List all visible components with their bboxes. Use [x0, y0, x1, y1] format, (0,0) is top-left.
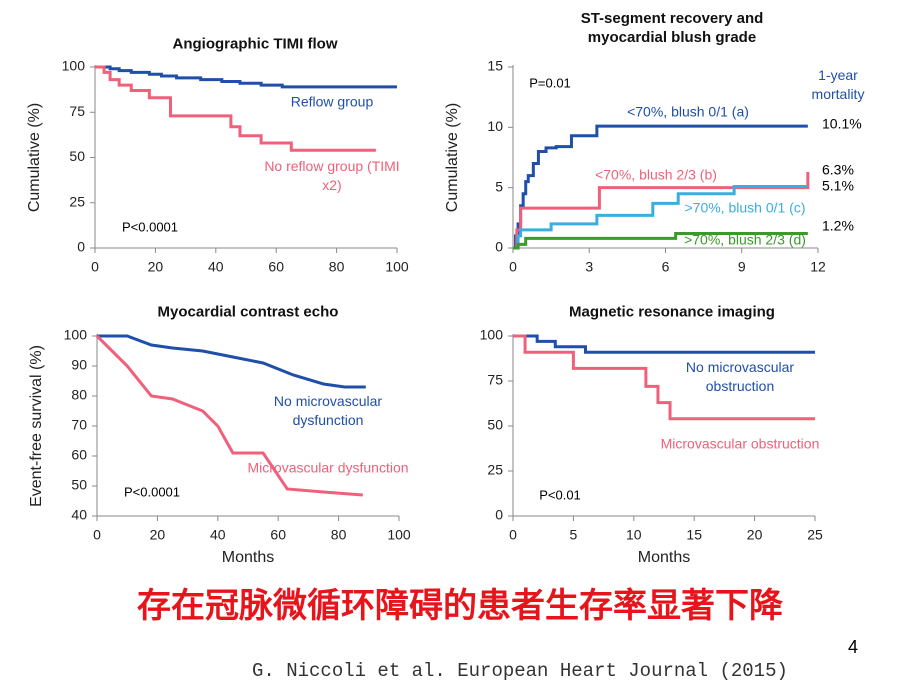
chart-title: ST-segment recovery and myocardial blush… — [580, 10, 764, 46]
y-tick-label: 50 — [69, 148, 85, 164]
y-tick-label: 100 — [64, 327, 88, 343]
y-tick-label: 75 — [487, 372, 503, 388]
series-label: No microvascular dysfunction — [273, 393, 383, 428]
y-tick-label: 60 — [71, 447, 87, 463]
x-tick-label: 15 — [686, 527, 702, 543]
y-tick-label: 25 — [487, 462, 503, 478]
x-tick-label: 0 — [509, 259, 517, 275]
series-label: Microvascular dysfunction — [247, 459, 409, 476]
x-tick-label: 12 — [810, 259, 826, 275]
y-tick-label: 5 — [495, 178, 503, 194]
series-line — [513, 184, 808, 250]
series-label: >70%, blush 0/1 (c) — [684, 199, 806, 216]
x-tick-label: 80 — [331, 527, 347, 543]
value-label: 5.1% — [822, 177, 854, 194]
y-axis-label: Cumulative (%) — [444, 103, 461, 212]
series-line — [513, 334, 815, 421]
series-label: <70%, blush 2/3 (b) — [595, 166, 717, 183]
caption: 存在冠脉微循环障碍的患者生存率显著下降 — [137, 586, 783, 626]
y-tick-label: 0 — [495, 239, 503, 255]
y-axis-label: Event-free survival (%) — [28, 345, 45, 507]
x-tick-label: 20 — [148, 259, 164, 275]
x-tick-label: 0 — [91, 259, 99, 275]
x-tick-label: 0 — [509, 527, 517, 543]
series-line — [95, 65, 397, 89]
y-tick-label: 90 — [71, 357, 87, 373]
series-line — [513, 232, 808, 250]
y-tick-label: 50 — [487, 417, 503, 433]
y-tick-label: 100 — [480, 327, 504, 343]
annotation: P<0.0001 — [121, 219, 179, 235]
y-axis-label: Cumulative (%) — [26, 103, 43, 212]
x-tick-label: 20 — [150, 527, 166, 543]
x-tick-label: 80 — [329, 259, 345, 275]
x-tick-label: 40 — [208, 259, 224, 275]
value-label: 10.1% — [822, 115, 862, 132]
series-label: <70%, blush 0/1 (a) — [627, 103, 749, 120]
series-label: Reflow group — [290, 93, 374, 110]
x-tick-label: 40 — [210, 527, 226, 543]
y-tick-label: 10 — [487, 118, 503, 134]
series-line — [95, 334, 363, 497]
chart-title: Magnetic resonance imaging — [569, 303, 775, 321]
x-tick-label: 100 — [387, 527, 411, 543]
y-tick-label: 0 — [77, 239, 85, 255]
y-tick-label: 100 — [62, 58, 86, 74]
y-tick-label: 0 — [495, 507, 503, 523]
series-line — [513, 124, 808, 250]
x-tick-label: 6 — [662, 259, 670, 275]
chart-title: Myocardial contrast echo — [157, 303, 339, 321]
x-tick-label: 100 — [385, 259, 409, 275]
x-tick-label: 60 — [270, 527, 286, 543]
annotation: P<0.01 — [539, 487, 581, 503]
annotation: P=0.01 — [529, 75, 571, 91]
x-tick-label: 20 — [747, 527, 763, 543]
y-tick-label: 40 — [71, 507, 87, 523]
series-label: No reflow group (TIMI x2) — [264, 158, 400, 193]
x-tick-label: 3 — [585, 259, 593, 275]
x-tick-label: 60 — [268, 259, 284, 275]
series-line — [513, 334, 815, 354]
x-tick-label: 10 — [626, 527, 642, 543]
series-label: No microvascular obstruction — [685, 359, 795, 394]
y-tick-label: 80 — [71, 387, 87, 403]
annotation: 1-year mortality — [811, 67, 865, 102]
x-tick-label: 5 — [570, 527, 578, 543]
page-number: 4 — [848, 637, 859, 657]
citation: G. Niccoli et al. European Heart Journal… — [252, 660, 788, 682]
chart-title: Angiographic TIMI flow — [172, 35, 338, 53]
x-tick-label: 0 — [93, 527, 101, 543]
series-label: >70%, blush 2/3 (d) — [684, 231, 806, 248]
value-label: 1.2% — [822, 217, 854, 234]
series-label: Microvascular obstruction — [660, 435, 820, 452]
x-tick-label: 9 — [738, 259, 746, 275]
y-tick-label: 50 — [71, 477, 87, 493]
series-line — [97, 334, 366, 389]
y-tick-label: 25 — [69, 193, 85, 209]
x-tick-label: 25 — [807, 527, 823, 543]
series-line — [95, 65, 376, 152]
x-axis-label: Months — [222, 549, 274, 566]
y-tick-label: 75 — [69, 103, 85, 119]
y-tick-label: 15 — [487, 58, 503, 74]
y-tick-label: 70 — [71, 417, 87, 433]
x-axis-label: Months — [638, 549, 690, 566]
annotation: P<0.0001 — [123, 484, 181, 500]
value-label: 6.3% — [822, 161, 854, 178]
